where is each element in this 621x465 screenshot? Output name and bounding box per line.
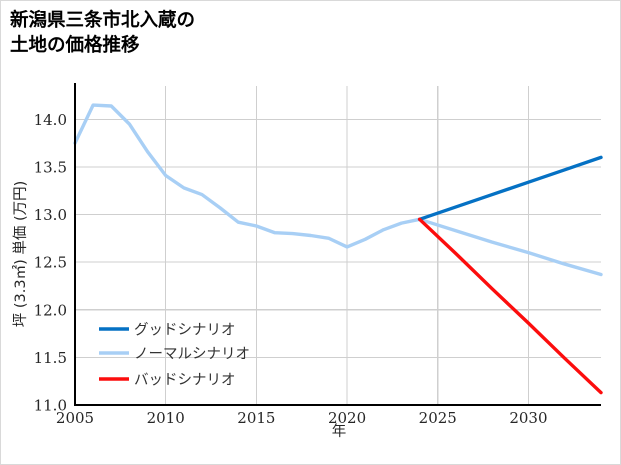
series-line-normal bbox=[73, 103, 603, 277]
series-line-bad bbox=[417, 217, 603, 395]
x-tick-label: 2030 bbox=[509, 409, 547, 427]
y-tick-label: 12.0 bbox=[34, 301, 67, 319]
y-tick-label: 11.5 bbox=[34, 349, 67, 367]
x-tick-label: 2015 bbox=[237, 409, 275, 427]
legend-label: グッドシナリオ bbox=[134, 322, 236, 339]
x-axis-ticks: 2005 2010 2015 2020 2025 2030 bbox=[56, 409, 548, 427]
y-tick-label: 14.0 bbox=[34, 111, 67, 129]
x-tick-label: 2020 bbox=[328, 409, 366, 427]
page-title: 新潟県三条市北入蔵の 土地の価格推移 bbox=[10, 10, 196, 56]
y-axis-title: 坪 (3.3㎡) 単価 (万円) bbox=[12, 181, 29, 328]
y-tick-label: 12.5 bbox=[34, 254, 67, 272]
y-tick-label: 13.5 bbox=[34, 158, 67, 176]
axis-spines bbox=[73, 83, 601, 407]
y-tick-label: 13.0 bbox=[34, 206, 67, 224]
legend-label: ノーマルシナリオ bbox=[134, 347, 250, 363]
x-axis-title: 年 bbox=[332, 423, 347, 440]
x-tick-label: 2025 bbox=[419, 409, 457, 427]
x-tick-label: 2005 bbox=[56, 409, 94, 427]
y-axis-ticks: 11.0 11.5 12.0 12.5 13.0 13.5 14.0 bbox=[34, 111, 67, 415]
data-series-group bbox=[73, 103, 603, 395]
legend-label: バッドシナリオ bbox=[134, 373, 236, 389]
series-line-good bbox=[417, 155, 603, 222]
x-tick-label: 2010 bbox=[147, 409, 185, 427]
y-tick-label: 11.0 bbox=[34, 397, 67, 415]
